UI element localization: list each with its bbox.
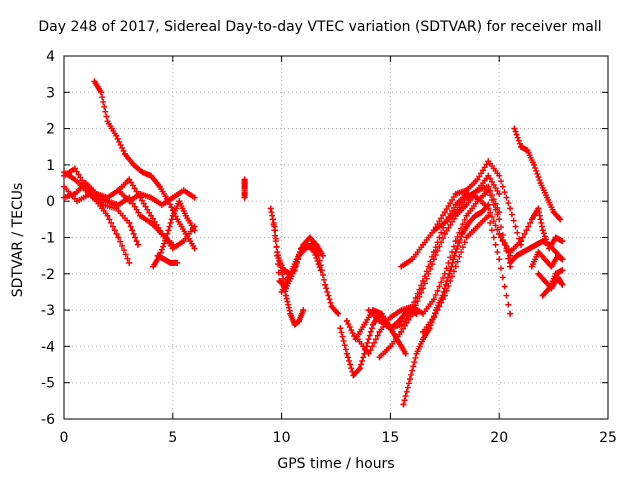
series-markers [496, 205, 566, 256]
x-tick-label: 0 [60, 430, 69, 446]
y-tick-label: 4 [46, 49, 55, 65]
series-track-28 [539, 267, 566, 299]
series-track-06 [115, 176, 198, 252]
series-track-01 [61, 169, 133, 266]
series-track-23 [511, 125, 564, 223]
y-tick-label: 1 [46, 158, 55, 174]
series-markers [150, 198, 198, 270]
series-markers [420, 212, 514, 335]
series-markers [91, 78, 198, 252]
series-track-21 [420, 212, 514, 335]
x-tick-label: 25 [599, 430, 617, 446]
series-track-20 [398, 158, 524, 270]
series-track-09 [241, 176, 248, 201]
series-markers [61, 180, 198, 208]
data-points [61, 78, 566, 408]
series-markers [61, 169, 133, 266]
series-markers [539, 267, 566, 299]
y-tick-label: -1 [41, 231, 55, 247]
series-markers [398, 158, 524, 270]
series-track-11 [269, 216, 307, 328]
y-tick-label: -2 [41, 267, 55, 283]
series-track-08 [154, 252, 181, 266]
series-track-22 [430, 183, 503, 234]
chart-title: Day 248 of 2017, Sidereal Day-to-day VTE… [38, 19, 602, 35]
series-track-26 [528, 249, 566, 270]
x-tick-label: 10 [273, 430, 291, 446]
x-tick-label: 20 [490, 430, 508, 446]
x-tick-label: 5 [168, 430, 177, 446]
series-markers [241, 176, 248, 201]
series-track-25 [496, 205, 566, 256]
y-tick-label: 2 [46, 122, 55, 138]
series-markers [115, 176, 198, 252]
grid [64, 56, 608, 419]
y-tick-label: 3 [46, 85, 55, 101]
y-tick-label: -4 [41, 339, 55, 355]
y-tick-label: -3 [41, 303, 55, 319]
y-tick-label: -6 [41, 412, 55, 428]
series-track-13 [278, 241, 324, 295]
series-markers [154, 252, 181, 266]
series-markers [528, 249, 566, 270]
series-markers [278, 241, 324, 295]
y-tick-label: -5 [41, 376, 55, 392]
x-tick-label: 15 [381, 430, 399, 446]
series-markers [354, 187, 514, 357]
series-markers [430, 183, 503, 234]
y-tick-label: 0 [46, 194, 55, 210]
series-markers [511, 125, 564, 223]
x-axis-label: GPS time / hours [277, 456, 395, 472]
